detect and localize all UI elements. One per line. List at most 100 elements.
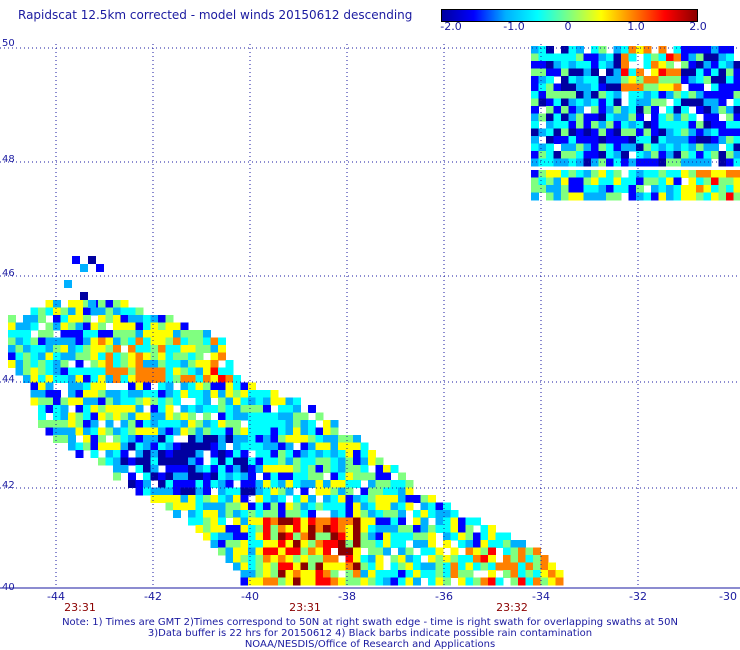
swath-pixel bbox=[428, 547, 436, 556]
swath-pixel bbox=[308, 562, 316, 571]
swath-pixel bbox=[210, 375, 219, 383]
swath-pixel bbox=[210, 472, 219, 481]
swath-pixel bbox=[255, 405, 264, 413]
swath-pixel bbox=[546, 53, 554, 62]
swath-pixel bbox=[233, 502, 241, 511]
swath-pixel bbox=[218, 502, 226, 511]
swath-pixel bbox=[576, 98, 584, 107]
swath-pixel bbox=[188, 382, 196, 391]
swath-pixel bbox=[233, 517, 241, 526]
swath-pixel bbox=[628, 143, 637, 152]
swath-pixel bbox=[293, 465, 301, 473]
swath-pixel bbox=[30, 390, 39, 398]
swath-pixel bbox=[120, 330, 129, 338]
swath-pixel bbox=[510, 547, 519, 556]
swath-pixel bbox=[323, 532, 331, 541]
swath-pixel bbox=[643, 83, 652, 92]
swath-pixel bbox=[240, 472, 249, 481]
swath-pixel bbox=[270, 532, 279, 541]
swath-pixel bbox=[553, 91, 562, 99]
swath-pixel bbox=[233, 487, 241, 496]
swath-pixel bbox=[323, 502, 331, 511]
swath-pixel bbox=[413, 540, 421, 548]
swath-pixel bbox=[113, 367, 121, 376]
swath-pixel bbox=[45, 367, 54, 376]
swath-pixel bbox=[688, 46, 697, 54]
swath-pixel bbox=[681, 98, 689, 107]
swath-pixel bbox=[703, 53, 712, 62]
swath-pixel bbox=[666, 185, 674, 193]
swath-pixel bbox=[315, 547, 324, 556]
swath-pixel bbox=[628, 113, 637, 122]
swath-pixel bbox=[488, 555, 496, 563]
swath-pixel bbox=[405, 532, 414, 541]
swath-pixel bbox=[390, 562, 399, 571]
swath-pixel bbox=[598, 83, 607, 92]
swath-pixel bbox=[398, 540, 406, 548]
swath-pixel bbox=[390, 480, 399, 488]
swath-pixel bbox=[45, 307, 54, 316]
swath-pixel bbox=[113, 472, 121, 481]
swath-pixel bbox=[733, 76, 740, 84]
swath-pixel bbox=[538, 53, 547, 62]
swath-pixel bbox=[628, 83, 637, 92]
swath-pixel bbox=[681, 61, 689, 69]
swath-pixel bbox=[83, 330, 91, 338]
swath-pixel bbox=[68, 390, 76, 398]
swath-pixel bbox=[293, 517, 301, 526]
swath-pixel bbox=[270, 480, 279, 488]
swath-pixel bbox=[696, 170, 704, 178]
swath-pixel bbox=[480, 577, 489, 586]
colorbar-label: 1.0 bbox=[627, 20, 645, 33]
swath-pixel bbox=[120, 352, 129, 361]
swath-pixel bbox=[420, 570, 429, 578]
swath-pixel bbox=[105, 360, 114, 368]
swath-pixel bbox=[621, 61, 629, 69]
swath-pixel bbox=[8, 330, 16, 338]
swath-pixel bbox=[718, 170, 727, 178]
swath-pixel bbox=[688, 98, 697, 107]
swath-pixel bbox=[718, 61, 727, 69]
swath-pixel bbox=[688, 121, 697, 129]
swath-pixel bbox=[263, 457, 271, 466]
swath-pixel bbox=[98, 457, 106, 466]
swath-pixel bbox=[75, 442, 84, 451]
swath-pixel bbox=[338, 487, 346, 496]
swath-pixel bbox=[128, 360, 136, 368]
swath-pixel bbox=[165, 345, 174, 353]
swath-pixel bbox=[308, 517, 316, 526]
swath-pixel bbox=[726, 68, 734, 77]
swath-pixel bbox=[300, 525, 309, 533]
swath-pixel bbox=[98, 435, 106, 443]
swath-pixel bbox=[576, 170, 584, 178]
swath-pixel bbox=[568, 192, 577, 201]
swath-pixel bbox=[591, 170, 599, 178]
swath-pixel bbox=[330, 487, 339, 496]
swath-pixel bbox=[465, 547, 474, 556]
swath-pixel bbox=[285, 472, 294, 481]
swath-pixel bbox=[218, 367, 226, 376]
swath-pixel bbox=[583, 158, 592, 167]
swath-pixel bbox=[90, 405, 99, 413]
swath-pixel bbox=[150, 442, 159, 451]
swath-pixel bbox=[315, 570, 324, 578]
swath-pixel bbox=[598, 170, 607, 178]
swath-pixel bbox=[315, 562, 324, 571]
swath-pixel bbox=[621, 128, 629, 137]
swath-pixel bbox=[360, 495, 369, 503]
swath-pixel bbox=[323, 435, 331, 443]
swath-pixel bbox=[533, 570, 541, 578]
swath-pixel bbox=[158, 382, 166, 391]
swath-pixel bbox=[68, 435, 76, 443]
swath-pixel bbox=[681, 46, 689, 54]
swath-pixel bbox=[75, 420, 84, 428]
swath-pixel bbox=[195, 390, 204, 398]
swath-pixel bbox=[598, 192, 607, 201]
swath-pixel bbox=[315, 457, 324, 466]
swath-pixel bbox=[651, 136, 659, 144]
swath-pixel bbox=[658, 185, 667, 193]
swath-pixel bbox=[180, 427, 189, 436]
swath-pixel bbox=[628, 68, 637, 77]
swath-pixel bbox=[643, 76, 652, 84]
swath-pixel bbox=[75, 322, 84, 331]
